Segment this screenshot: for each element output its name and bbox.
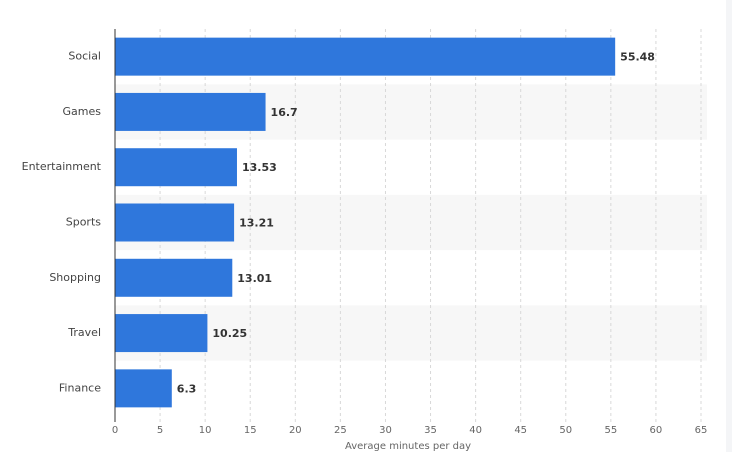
x-tick-label: 45	[514, 425, 527, 436]
y-tick-label: Sports	[66, 216, 102, 229]
y-tick-label: Games	[63, 105, 102, 118]
x-tick-label: 20	[289, 425, 302, 436]
bar	[115, 314, 208, 353]
value-label: 13.01	[237, 272, 272, 285]
x-tick-label: 15	[244, 425, 257, 436]
x-tick-label: 55	[604, 425, 617, 436]
y-tick-label: Travel	[67, 326, 101, 339]
value-label: 55.48	[620, 51, 655, 64]
x-tick-label: 60	[650, 425, 663, 436]
row-stripe	[115, 305, 707, 361]
x-tick-label: 50	[559, 425, 572, 436]
bar	[115, 37, 616, 76]
y-tick-label: Social	[68, 50, 101, 63]
x-tick-label: 65	[695, 425, 708, 436]
x-axis-title: Average minutes per day	[345, 441, 471, 452]
y-tick-label: Entertainment	[22, 160, 102, 173]
y-tick-label: Finance	[59, 381, 101, 394]
bar	[115, 148, 237, 187]
value-label: 16.7	[271, 106, 298, 119]
bar	[115, 203, 235, 242]
x-tick-label: 40	[469, 425, 482, 436]
value-label: 13.53	[242, 161, 277, 174]
value-label: 13.21	[239, 217, 274, 230]
x-tick-label: 0	[112, 425, 118, 436]
x-tick-label: 35	[424, 425, 437, 436]
x-tick-label: 30	[379, 425, 392, 436]
x-tick-label: 10	[199, 425, 212, 436]
x-tick-label: 5	[157, 425, 163, 436]
bar	[115, 369, 172, 408]
x-tick-label: 25	[334, 425, 347, 436]
bar	[115, 258, 233, 297]
y-tick-label: Shopping	[49, 271, 101, 284]
value-label: 10.25	[212, 327, 247, 340]
bar	[115, 92, 266, 131]
value-label: 6.3	[177, 382, 197, 395]
right-edge	[726, 0, 732, 452]
